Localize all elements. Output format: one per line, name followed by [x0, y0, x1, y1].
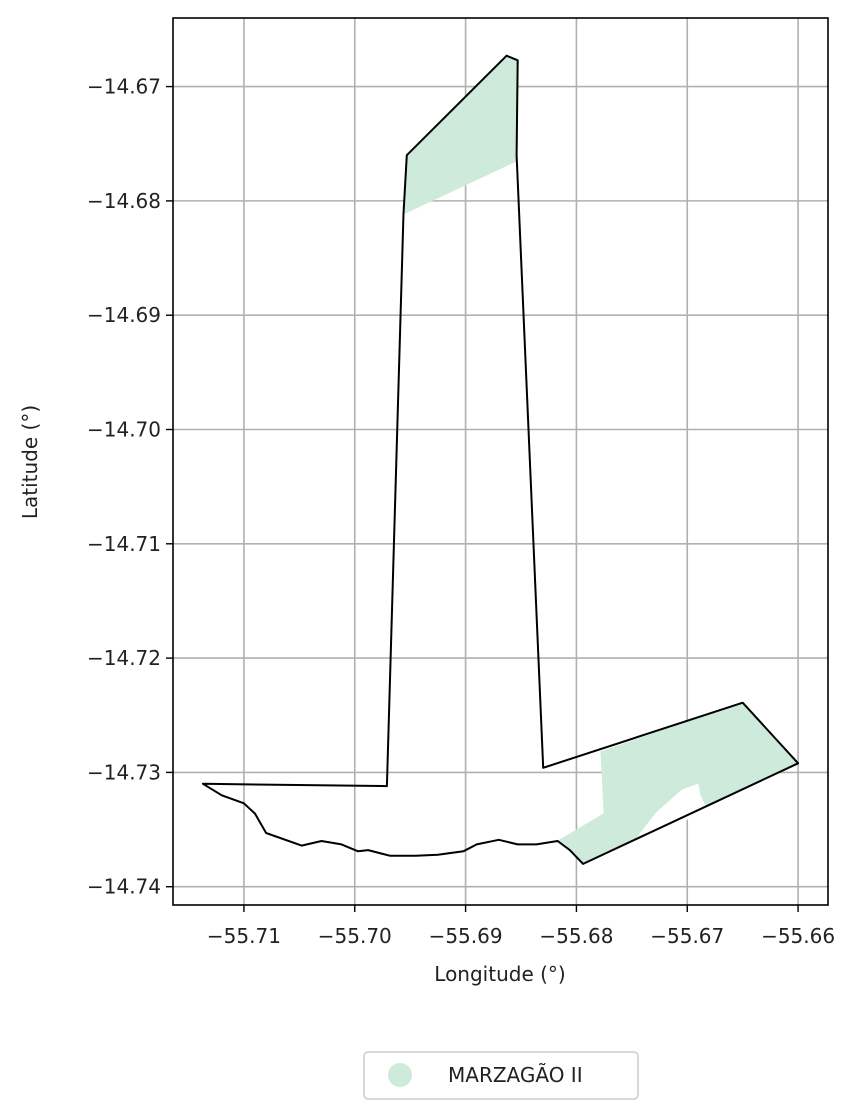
plot-frame — [172, 17, 829, 906]
y-tick-label: −14.74 — [87, 875, 161, 899]
y-axis-label: Latitude (°) — [18, 405, 42, 519]
x-axis-ticks: −55.71 −55.70 −55.69 −55.68 −55.67 −55.66 — [207, 905, 835, 948]
x-tick-label: −55.67 — [650, 924, 724, 948]
y-axis-ticks: −14.67 −14.68 −14.69 −14.70 −14.71 −14.72 −14.… — [87, 75, 173, 899]
legend-label-marzagao-ii: MARZAGÃO II — [448, 1063, 583, 1087]
y-tick-label: −14.67 — [87, 75, 161, 99]
x-tick-label: −55.69 — [429, 924, 503, 948]
x-tick-label: −55.66 — [761, 924, 835, 948]
legend-box — [363, 1051, 639, 1100]
y-tick-label: −14.71 — [87, 532, 161, 556]
x-axis-label: Longitude (°) — [434, 962, 565, 986]
y-tick-label: −14.72 — [87, 646, 161, 670]
x-tick-label: −55.70 — [318, 924, 392, 948]
x-tick-label: −55.68 — [539, 924, 613, 948]
y-tick-label: −14.70 — [87, 417, 161, 441]
x-tick-label: −55.71 — [207, 924, 281, 948]
legend: MARZAGÃO II — [363, 1051, 639, 1100]
marzagao-ii-area — [404, 55, 519, 215]
y-tick-label: −14.68 — [87, 189, 161, 213]
y-tick-label: −14.69 — [87, 303, 161, 327]
y-tick-label: −14.73 — [87, 760, 161, 784]
boundary-outline — [201, 54, 800, 865]
property-boundary — [201, 54, 800, 865]
legend-swatch-marzagao-ii — [388, 1063, 412, 1087]
polygon-fills — [404, 55, 799, 865]
marzagao-ii-hole — [637, 783, 710, 837]
